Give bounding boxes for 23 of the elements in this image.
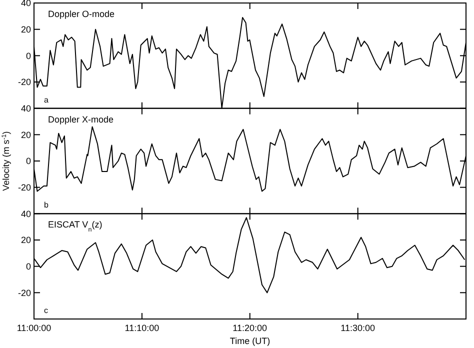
y-tick-label: 0 [26, 50, 31, 61]
x-tick-label: 11:10:00 [124, 323, 160, 333]
annotation: b [44, 200, 49, 210]
y-tick-label: 40 [20, 0, 31, 8]
y-tick-label: 20 [20, 130, 31, 140]
y-tick-label: 0 [26, 156, 31, 166]
y-tick-label: 0 [26, 261, 31, 272]
x-tick-label: 11:20:00 [232, 323, 268, 333]
x-tick-label: 11:00:00 [16, 323, 52, 333]
x-axis-title: Time (UT) [230, 336, 270, 346]
y-tick-label: 20 [20, 235, 31, 246]
text: Doppler X-mode [48, 114, 114, 124]
y-tick-label: -20 [18, 288, 31, 298]
y-tick-label: -20 [18, 77, 31, 88]
annotation: a [44, 95, 49, 104]
x-tick-label: 11:30:00 [340, 323, 376, 333]
y-tick-label: 40 [20, 208, 31, 219]
text: EISCAT V$_{n}$(z) [48, 220, 102, 234]
y-tick-label: 40 [20, 103, 31, 114]
annotation: c [44, 306, 48, 315]
y-tick-label: -20 [18, 182, 31, 192]
text: Doppler O-mode [48, 9, 115, 19]
y-tick-label: 20 [20, 24, 31, 34]
